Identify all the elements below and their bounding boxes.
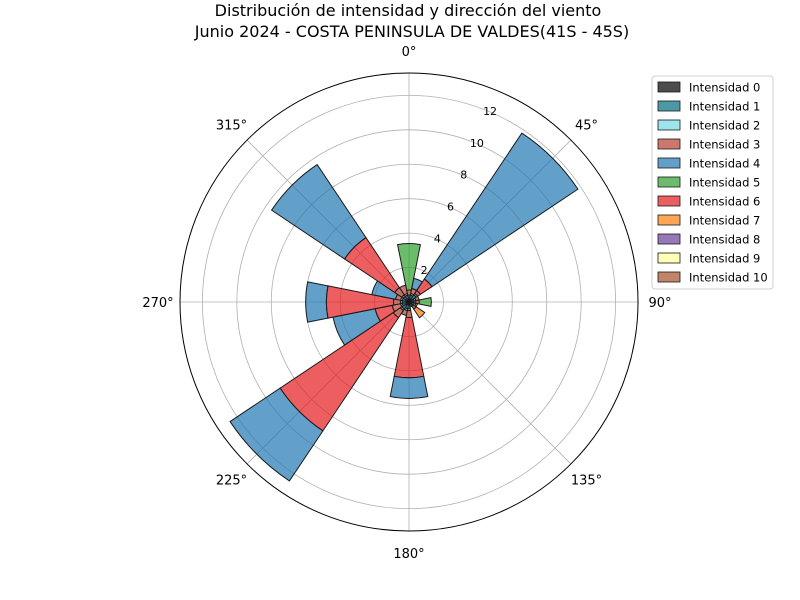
legend-swatch bbox=[657, 195, 681, 207]
legend-swatch bbox=[657, 252, 681, 264]
legend-frame bbox=[651, 75, 774, 290]
angle-tick-label: 135° bbox=[571, 473, 602, 488]
legend-label: Intensidad 10 bbox=[689, 271, 768, 285]
wind-bar-segment bbox=[423, 132, 579, 288]
wind-bar-segment bbox=[229, 387, 324, 482]
legend-label: Intensidad 8 bbox=[689, 233, 760, 247]
radial-tick-label: 10 bbox=[470, 137, 484, 150]
grid-spoke bbox=[408, 301, 572, 465]
wind-bar-segment bbox=[305, 281, 329, 323]
legend-label: Intensidad 4 bbox=[689, 157, 760, 171]
angle-tick-label: 180° bbox=[393, 547, 424, 562]
legend-label: Intensidad 0 bbox=[689, 81, 760, 95]
legend-swatch bbox=[657, 81, 681, 93]
legend-swatch bbox=[657, 157, 681, 169]
angle-tick-label: 270° bbox=[142, 296, 173, 311]
legend-swatch bbox=[657, 233, 681, 245]
wind-bar-segment bbox=[413, 306, 426, 319]
wind-bar-segment bbox=[396, 242, 422, 291]
legend-label: Intensidad 5 bbox=[689, 176, 760, 190]
wind-bar-segment bbox=[270, 163, 367, 260]
angle-tick-labels: 0° 45° 90° 135° 180° 225° 270° 315° bbox=[142, 45, 671, 562]
chart-title-line-2: Junio 2024 - COSTA PENINSULA DE VALDES(4… bbox=[194, 22, 629, 41]
radial-tick-label: 12 bbox=[483, 105, 497, 118]
legend-label: Intensidad 6 bbox=[689, 195, 760, 209]
legend-swatch bbox=[657, 100, 681, 112]
angle-tick-label: 90° bbox=[648, 296, 671, 311]
wind-bars bbox=[229, 132, 579, 482]
legend-swatch bbox=[657, 119, 681, 131]
legend-label: Intensidad 7 bbox=[689, 214, 760, 228]
legend-label: Intensidad 2 bbox=[689, 119, 760, 133]
radial-tick-label: 4 bbox=[434, 232, 441, 245]
wind-bar-segment bbox=[398, 284, 408, 296]
legend: Intensidad 0 Intensidad 1 Intensidad 2 Inte… bbox=[651, 75, 774, 290]
legend-swatch bbox=[657, 138, 681, 150]
chart-title-line-1: Distribución de intensidad y dirección d… bbox=[215, 1, 602, 20]
radial-tick-label: 6 bbox=[447, 201, 454, 214]
radial-tick-label: 2 bbox=[421, 264, 428, 277]
angle-tick-label: 45° bbox=[575, 119, 598, 134]
legend-label: Intensidad 1 bbox=[689, 100, 760, 114]
angle-tick-label: 0° bbox=[402, 45, 417, 60]
legend-swatch bbox=[657, 271, 681, 283]
wind-bar-segment bbox=[418, 297, 432, 307]
wind-bar-segment bbox=[389, 375, 429, 399]
angle-tick-label: 225° bbox=[216, 473, 247, 488]
angle-tick-label: 315° bbox=[216, 119, 247, 134]
radial-tick-labels: 2 4 6 8 10 12 bbox=[421, 105, 497, 277]
polar-outer-ring bbox=[179, 72, 639, 532]
legend-label: Intensidad 9 bbox=[689, 252, 760, 266]
legend-swatch bbox=[657, 214, 681, 226]
legend-swatch bbox=[657, 176, 681, 188]
radial-tick-label: 8 bbox=[460, 169, 467, 182]
legend-label: Intensidad 3 bbox=[689, 138, 760, 152]
